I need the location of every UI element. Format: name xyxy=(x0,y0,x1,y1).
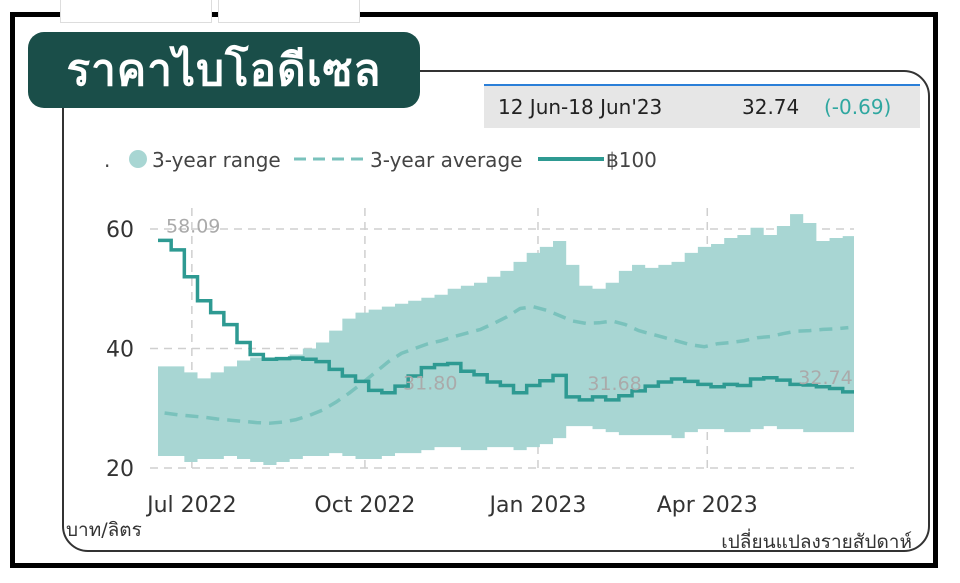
annotation-layer: 58.09 31.80 31.68 32.74 xyxy=(166,215,853,395)
x-axis: Jul 2022 Oct 2022 Jan 2023 Apr 2023 xyxy=(145,493,758,518)
latest-change: (-0.69) xyxy=(824,95,892,119)
legend-price-label[interactable]: ฿100 xyxy=(606,148,657,172)
x-tick-label: Oct 2022 xyxy=(314,493,415,518)
price-line-layer xyxy=(158,238,854,402)
frequency-label: เปลี่ยนแปลงรายสัปดาห์ xyxy=(721,528,912,553)
legend: . 3-year range 3-year average ฿100 xyxy=(104,148,657,172)
price-line xyxy=(158,238,854,402)
range-band xyxy=(158,214,854,466)
latest-value: 32.74 xyxy=(742,95,800,119)
value-annotation: 32.74 xyxy=(798,367,852,389)
y-tick-label: 40 xyxy=(106,338,134,363)
legend-average-label[interactable]: 3-year average xyxy=(370,148,522,172)
x-tick-label: Apr 2023 xyxy=(657,493,758,518)
latest-period: 12 Jun-18 Jun'23 xyxy=(498,95,663,119)
y-tick-label: 20 xyxy=(106,457,134,482)
y-axis: 20 40 60 xyxy=(106,218,134,482)
average-line-layer xyxy=(164,304,849,425)
x-tick-label: Jan 2023 xyxy=(488,493,587,518)
range-band-layer xyxy=(158,214,854,466)
legend-range-label[interactable]: 3-year range xyxy=(152,148,281,172)
chart-title: ราคาไบโอดีเซล xyxy=(28,32,420,108)
unit-label: บาท/ลิตร xyxy=(66,519,142,541)
value-annotation: 58.09 xyxy=(166,215,220,237)
legend-range-swatch xyxy=(129,150,147,168)
x-tick-label: Jul 2022 xyxy=(145,493,237,518)
top-tab-strip xyxy=(60,0,212,23)
latest-price-box[interactable]: 12 Jun-18 Jun'23 32.74 (-0.69) xyxy=(484,84,920,128)
average-line xyxy=(164,304,849,425)
top-tab-strip-2 xyxy=(218,0,360,23)
y-tick-label: 60 xyxy=(106,218,134,243)
value-annotation: 31.68 xyxy=(587,373,641,395)
value-annotation: 31.80 xyxy=(403,372,457,394)
legend-prefix: . xyxy=(104,148,110,172)
